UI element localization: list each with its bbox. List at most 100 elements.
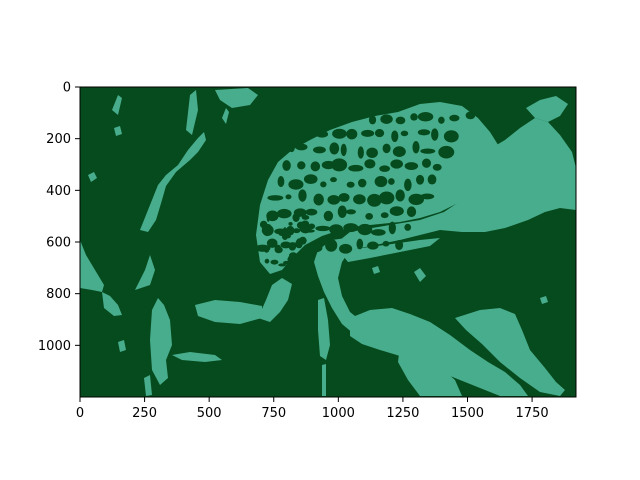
region-mid-leaf	[340, 238, 440, 262]
frog-spot	[320, 181, 327, 188]
frog-spot	[367, 241, 379, 250]
frog-spot	[267, 195, 284, 201]
x-tick-label: 250	[132, 406, 157, 421]
frog-spot	[443, 130, 459, 143]
frog-spot	[404, 178, 412, 192]
frog-spot	[278, 232, 285, 236]
frog-spot	[361, 129, 375, 137]
frog-spot	[368, 115, 377, 125]
frog-spot	[431, 128, 439, 141]
frog-spot	[295, 143, 308, 151]
frog-spot	[382, 143, 391, 154]
frog-spot	[263, 247, 270, 253]
frog-spot	[346, 209, 356, 215]
frog-spot	[290, 133, 302, 140]
frog-spot	[389, 206, 404, 216]
frog-spot	[432, 163, 442, 171]
frog-spot	[264, 258, 270, 264]
frog-spot	[330, 177, 337, 183]
frog-spot	[323, 113, 336, 124]
frog-spot	[315, 225, 331, 232]
frog-spot	[283, 260, 291, 265]
y-tick-label: 800	[46, 287, 71, 302]
region-bottom-left-1	[150, 298, 172, 385]
frog-spot	[327, 195, 341, 205]
frog-spot	[379, 165, 391, 172]
region-bottom-left-3	[144, 375, 152, 396]
frog-spot	[364, 159, 376, 169]
frog-spot	[313, 193, 324, 206]
frog-spot	[301, 214, 310, 220]
frog-spot	[395, 240, 404, 251]
frog-spot	[303, 256, 308, 263]
x-tick-label: 500	[197, 406, 222, 421]
y-tick-label: 200	[46, 132, 71, 147]
frog-spot	[388, 178, 395, 185]
frog-spot	[412, 141, 420, 154]
frog-spot	[284, 233, 291, 239]
frog-spot	[278, 263, 287, 267]
frog-spot	[438, 116, 445, 124]
frog-spot	[277, 175, 285, 188]
frog-spot	[417, 129, 431, 136]
frog-spot	[391, 130, 399, 143]
frog-spot	[390, 159, 403, 169]
frog-spot	[288, 265, 294, 269]
frog-spot	[357, 178, 367, 188]
frog-spot	[305, 208, 318, 216]
region-streak-topleft-2	[114, 126, 122, 136]
frog-spot	[339, 111, 349, 122]
region-streak-topleft	[112, 95, 122, 115]
region-right-small-1	[414, 268, 426, 282]
frog-spot	[331, 158, 348, 172]
frog-spot	[427, 174, 437, 185]
frog-spot	[465, 111, 476, 120]
frog-spot	[392, 146, 406, 157]
frog-spot	[263, 227, 272, 237]
frog-spot	[380, 212, 389, 219]
frog-spot	[276, 208, 292, 219]
region-bottom-right-1	[350, 308, 528, 396]
frog-spot	[408, 193, 425, 206]
frog-spot	[416, 174, 425, 185]
frog-spot	[292, 213, 300, 222]
frog-spot	[292, 228, 301, 234]
frog-spot	[380, 114, 393, 124]
frog-spot	[290, 244, 297, 248]
region-frog-body	[256, 102, 505, 274]
frog-spot	[410, 113, 418, 121]
frog-spot	[365, 213, 374, 220]
region-left-edge-2	[102, 292, 122, 316]
frog-spot	[285, 194, 292, 200]
y-axis: 0 200 400 600 800 1000	[38, 81, 80, 354]
region-bottom-left-2	[172, 352, 222, 362]
region-vertical-stem-2	[322, 364, 326, 396]
x-tick-label: 0	[76, 406, 84, 421]
frog-spot	[329, 142, 340, 155]
frog-spot	[366, 147, 378, 159]
frog-spot	[348, 164, 364, 172]
region-bottom-right-3	[455, 308, 565, 396]
frog-spot	[338, 192, 350, 202]
frog-spot	[292, 117, 302, 124]
frog-spot	[266, 238, 278, 248]
frog-spot	[315, 130, 329, 138]
frog-spot	[298, 189, 307, 202]
frog-spot	[382, 240, 390, 247]
region-bottom-left-4	[118, 340, 126, 352]
frog-spot	[305, 229, 315, 233]
region-frog-head-leaf	[340, 118, 576, 252]
frog-spot	[395, 189, 405, 202]
frog-spot	[353, 194, 366, 205]
x-tick-label: 1750	[516, 406, 549, 421]
frog-spot	[346, 181, 355, 188]
x-tick-label: 750	[261, 406, 286, 421]
region-streak-top-right	[215, 88, 258, 108]
region-streak-top-right-2	[222, 108, 229, 124]
frog-spot	[406, 206, 417, 218]
region-streak-left-small	[135, 255, 155, 290]
frog-spot	[289, 252, 298, 259]
frog-spot	[400, 130, 409, 137]
plot-area	[80, 87, 576, 397]
frog-spot	[438, 145, 455, 159]
